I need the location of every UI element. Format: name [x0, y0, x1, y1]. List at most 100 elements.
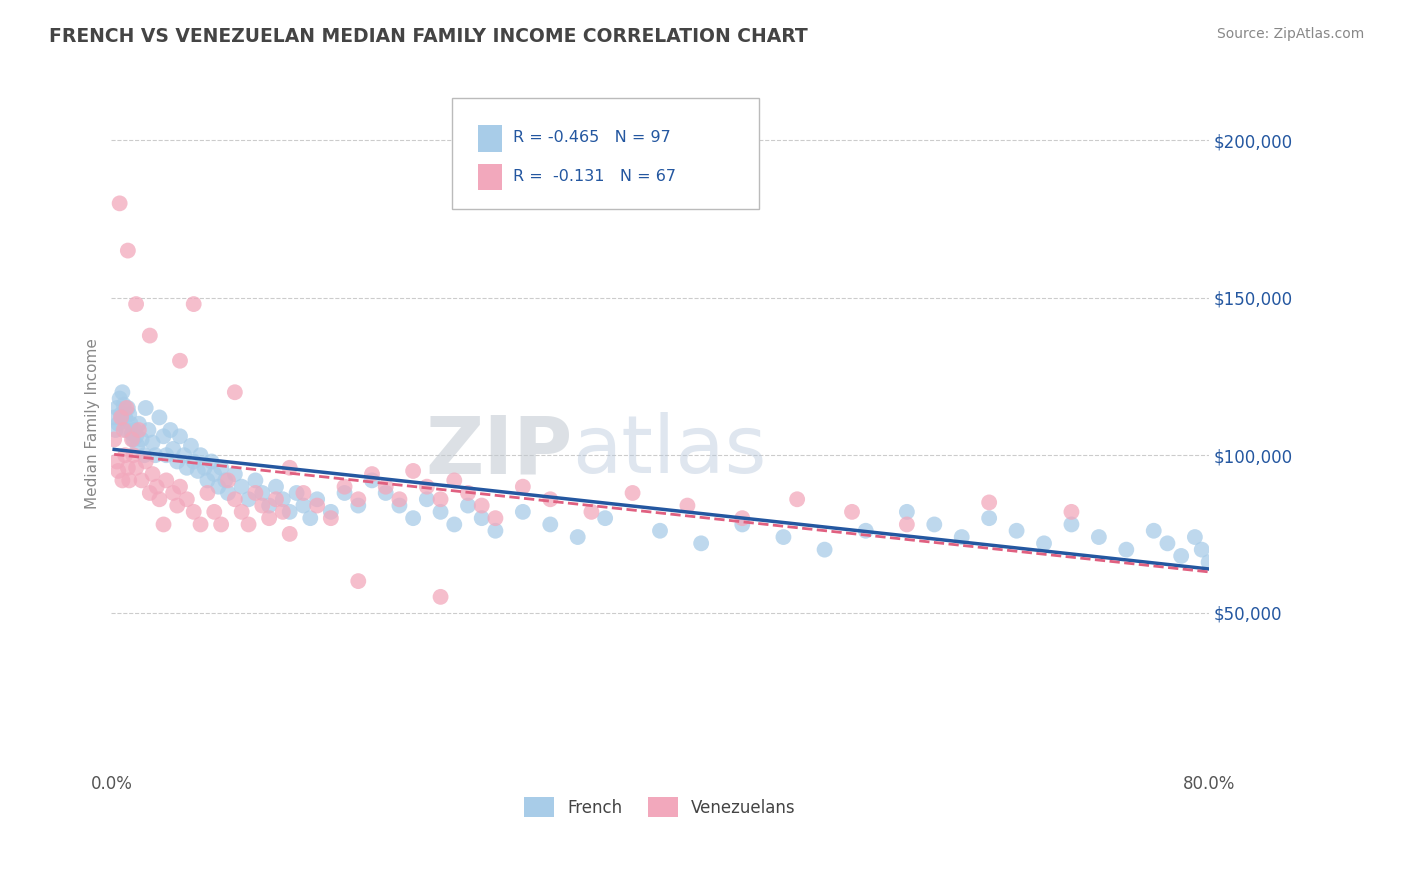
- Point: [402, 511, 425, 525]
- Point: [786, 492, 808, 507]
- Point: [135, 454, 157, 468]
- Point: [169, 480, 191, 494]
- Point: [319, 505, 342, 519]
- Point: [112, 423, 135, 437]
- Point: [1143, 524, 1166, 538]
- Point: [142, 467, 165, 481]
- Point: [217, 474, 239, 488]
- Point: [139, 328, 162, 343]
- Point: [209, 517, 232, 532]
- Point: [115, 401, 138, 415]
- Point: [152, 429, 174, 443]
- Point: [731, 517, 754, 532]
- Point: [231, 505, 253, 519]
- Point: [252, 499, 274, 513]
- Point: [207, 480, 229, 494]
- Point: [197, 486, 219, 500]
- Point: [169, 353, 191, 368]
- Point: [143, 448, 166, 462]
- Point: [127, 439, 149, 453]
- Point: [217, 486, 239, 500]
- Point: [120, 417, 142, 431]
- Point: [122, 448, 145, 462]
- Point: [176, 460, 198, 475]
- Point: [111, 474, 134, 488]
- Point: [115, 423, 138, 437]
- Point: [264, 480, 287, 494]
- Point: [333, 486, 356, 500]
- Point: [374, 480, 396, 494]
- Point: [110, 407, 132, 421]
- Point: [166, 454, 188, 468]
- Text: R =  -0.131   N = 67: R = -0.131 N = 67: [513, 169, 676, 184]
- Point: [471, 499, 494, 513]
- Point: [841, 505, 863, 519]
- Point: [238, 517, 260, 532]
- Point: [388, 492, 411, 507]
- Point: [125, 429, 148, 443]
- Point: [271, 505, 294, 519]
- Point: [209, 460, 232, 475]
- Point: [950, 530, 973, 544]
- Text: R = -0.465   N = 97: R = -0.465 N = 97: [513, 130, 671, 145]
- Point: [108, 392, 131, 406]
- Point: [429, 505, 451, 519]
- Point: [138, 423, 160, 437]
- Point: [1198, 555, 1220, 569]
- Point: [257, 511, 280, 525]
- Point: [159, 423, 181, 437]
- Point: [117, 460, 139, 475]
- Point: [238, 492, 260, 507]
- Point: [142, 435, 165, 450]
- Y-axis label: Median Family Income: Median Family Income: [86, 338, 100, 509]
- Point: [128, 423, 150, 437]
- Point: [347, 574, 370, 588]
- Point: [125, 297, 148, 311]
- Point: [361, 474, 384, 488]
- Point: [118, 407, 141, 421]
- Point: [896, 517, 918, 532]
- Text: atlas: atlas: [572, 412, 766, 491]
- Legend: French, Venezuelans: French, Venezuelans: [517, 790, 803, 824]
- Point: [271, 492, 294, 507]
- Point: [896, 505, 918, 519]
- Point: [148, 492, 170, 507]
- Point: [111, 385, 134, 400]
- Point: [731, 511, 754, 525]
- Point: [124, 423, 146, 437]
- Point: [107, 417, 129, 431]
- Text: Source: ZipAtlas.com: Source: ZipAtlas.com: [1216, 27, 1364, 41]
- Point: [1170, 549, 1192, 563]
- Point: [278, 505, 301, 519]
- Point: [855, 524, 877, 538]
- Point: [512, 480, 534, 494]
- Point: [110, 410, 132, 425]
- Point: [581, 505, 603, 519]
- Point: [292, 486, 315, 500]
- Point: [512, 505, 534, 519]
- Point: [117, 244, 139, 258]
- Point: [1033, 536, 1056, 550]
- Point: [1060, 517, 1083, 532]
- Point: [180, 439, 202, 453]
- Point: [155, 474, 177, 488]
- Point: [538, 517, 561, 532]
- Point: [292, 499, 315, 513]
- Point: [471, 511, 494, 525]
- Point: [347, 499, 370, 513]
- Text: ZIP: ZIP: [425, 412, 572, 491]
- Point: [162, 442, 184, 456]
- Point: [145, 480, 167, 494]
- Point: [108, 196, 131, 211]
- Point: [224, 492, 246, 507]
- Point: [105, 454, 128, 468]
- Point: [593, 511, 616, 525]
- Point: [152, 517, 174, 532]
- Point: [676, 499, 699, 513]
- Point: [166, 499, 188, 513]
- Point: [173, 448, 195, 462]
- Point: [148, 410, 170, 425]
- Point: [278, 527, 301, 541]
- Point: [278, 460, 301, 475]
- Point: [979, 511, 1001, 525]
